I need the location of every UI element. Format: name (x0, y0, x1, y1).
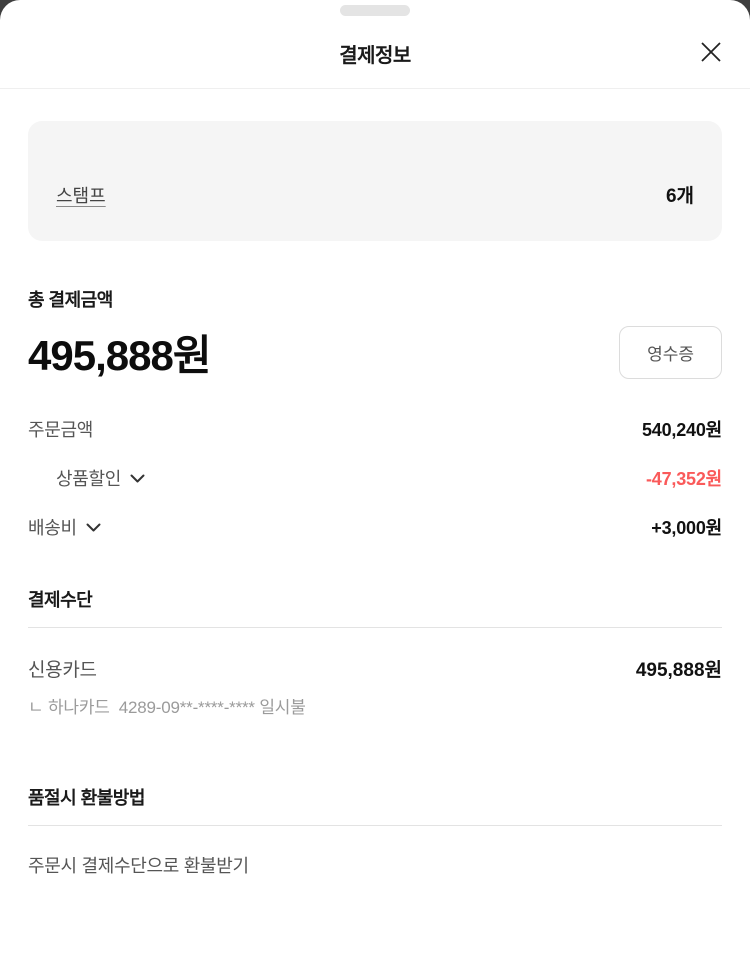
chevron-down-icon (130, 474, 145, 484)
payment-method-row: 신용카드 495,888원 (28, 655, 722, 682)
stamp-label[interactable]: 스탬프 (56, 185, 106, 206)
shipping-fee-toggle[interactable]: 배송비 (28, 514, 101, 540)
shipping-fee-value: +3,000원 (651, 518, 722, 538)
stamp-row: 스탬프 6개 (56, 181, 694, 208)
chevron-down-icon (86, 523, 101, 533)
price-breakdown: 주문금액 540,240원 상품할인 -47,352원 배송비 (28, 416, 722, 540)
drag-handle[interactable] (340, 5, 410, 16)
payment-method-name: 신용카드 (28, 660, 97, 681)
close-button[interactable] (694, 36, 728, 70)
product-discount-row: 상품할인 -47,352원 (28, 465, 722, 491)
receipt-button[interactable]: 영수증 (619, 326, 722, 379)
card-detail: ㄴ 하나카드 4289-09**-****-**** 일시불 (28, 698, 306, 717)
total-payment-row: 495,888원 영수증 (28, 322, 722, 383)
shipping-fee-label: 배송비 (28, 518, 77, 538)
product-discount-value: -47,352원 (645, 469, 722, 489)
refund-method-text: 주문시 결제수단으로 환불받기 (28, 856, 249, 876)
product-discount-label: 상품할인 (56, 469, 122, 489)
payment-method-amount: 495,888원 (635, 660, 722, 681)
page-title: 결제정보 (339, 44, 411, 67)
payment-method-heading: 결제수단 (28, 586, 722, 628)
total-payment-label: 총 결제금액 (28, 290, 113, 310)
sheet-content: 스탬프 6개 총 결제금액 495,888원 영수증 주문금액 540,240원… (0, 121, 750, 878)
close-icon (697, 38, 725, 69)
shipping-fee-row: 배송비 +3,000원 (28, 514, 722, 540)
stamp-count: 6개 (665, 186, 694, 207)
sheet-header: 결제정보 (0, 0, 750, 89)
payment-method-section: 결제수단 신용카드 495,888원 ㄴ 하나카드 4289-09**-****… (28, 586, 722, 718)
order-amount-row: 주문금액 540,240원 (28, 416, 722, 442)
refund-method-heading: 품절시 환불방법 (28, 784, 722, 826)
order-amount-label: 주문금액 (28, 420, 94, 440)
total-payment-amount: 495,888원 (28, 332, 211, 379)
product-discount-toggle[interactable]: 상품할인 (28, 465, 145, 491)
order-amount-value: 540,240원 (641, 420, 722, 440)
refund-method-section: 품절시 환불방법 주문시 결제수단으로 환불받기 (28, 784, 722, 878)
stamp-summary-box: 스탬프 6개 (28, 121, 722, 241)
